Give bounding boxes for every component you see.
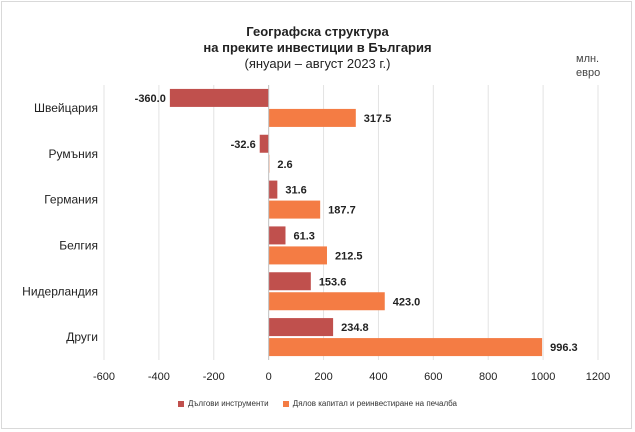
- unit-label-line-2: евро: [576, 67, 601, 79]
- data-label-s0-c0: -360.0: [135, 93, 166, 105]
- legend: Дългови инструменти Дялов капитал и реин…: [0, 399, 635, 409]
- bar-s1-c2: [268, 200, 321, 219]
- x-tick-label--200: -200: [203, 371, 225, 383]
- chart-title: Географска структура: [246, 24, 389, 39]
- category-label-3: Белгия: [59, 238, 98, 252]
- data-label-s1-c4: 423.0: [393, 296, 421, 308]
- x-tick-label-600: 600: [424, 371, 442, 383]
- bar-s1-c0: [268, 108, 356, 127]
- category-label-4: Нидерландия: [22, 284, 98, 298]
- x-tick-label-800: 800: [479, 371, 497, 383]
- bar-s0-c3: [268, 226, 286, 245]
- chart-subtitle: (януари – август 2023 г.): [244, 56, 391, 71]
- unit-label-line-1: млн.: [576, 53, 600, 65]
- legend-item-equity: Дялов капитал и реинвестиране на печалба: [282, 399, 457, 408]
- data-label-s0-c1: -32.6: [231, 139, 256, 151]
- bar-s0-c4: [268, 272, 311, 291]
- data-label-s0-c2: 31.6: [285, 185, 306, 197]
- data-label-s1-c5: 996.3: [550, 342, 578, 354]
- category-label-5: Други: [66, 330, 98, 344]
- x-tick-label--400: -400: [148, 371, 170, 383]
- category-label-0: Швейцария: [34, 101, 98, 115]
- bar-s0-c5: [268, 318, 334, 337]
- legend-swatch-equity: [282, 400, 289, 407]
- x-tick-label-400: 400: [369, 371, 387, 383]
- bar-s1-c3: [268, 246, 327, 265]
- bar-s1-c5: [268, 338, 543, 357]
- bar-s0-c2: [268, 180, 278, 199]
- bar-s0-c1: [259, 134, 269, 153]
- data-label-s0-c3: 61.3: [293, 230, 314, 242]
- data-label-s1-c0: 317.5: [364, 113, 392, 125]
- x-tick-label--600: -600: [93, 371, 115, 383]
- data-label-s0-c5: 234.8: [341, 322, 369, 334]
- data-label-s1-c2: 187.7: [328, 205, 356, 217]
- chart-title-line-2: на преките инвестиции в България: [203, 40, 432, 55]
- x-tick-label-1200: 1200: [586, 371, 610, 383]
- x-tick-label-200: 200: [314, 371, 332, 383]
- legend-label-debt: Дългови инструменти: [188, 399, 269, 408]
- category-label-1: Румъния: [49, 147, 98, 161]
- legend-label-equity: Дялов капитал и реинвестиране на печалба: [292, 399, 457, 408]
- data-label-s0-c4: 153.6: [319, 276, 347, 288]
- legend-item-debt: Дългови инструменти: [178, 399, 269, 408]
- legend-swatch-debt: [178, 400, 184, 407]
- x-tick-label-1000: 1000: [531, 371, 555, 383]
- unit-label: млн. евро: [576, 52, 616, 80]
- data-label-s1-c3: 212.5: [335, 250, 363, 262]
- bar-s1-c4: [268, 292, 385, 311]
- x-tick-label-0: 0: [266, 371, 272, 383]
- category-label-2: Германия: [44, 193, 98, 207]
- bar-s0-c0: [169, 88, 269, 107]
- data-label-s1-c1: 2.6: [277, 159, 292, 171]
